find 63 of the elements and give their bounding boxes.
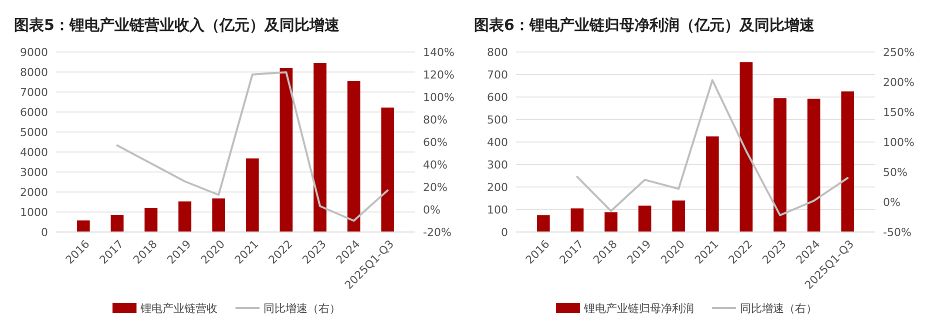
y-tick-label: 5000 (20, 126, 48, 139)
chart-title: 图表6：锂电产业链归母净利润（亿元）及同比增速 (474, 16, 816, 34)
legend-label: 锂电产业链营收 (140, 302, 218, 315)
legend-label: 同比增速（右） (740, 302, 817, 315)
bar (807, 98, 820, 232)
y2-tick-label: 120% (423, 68, 454, 82)
bar (246, 158, 259, 232)
y2-tick-label: 50% (883, 166, 908, 179)
bar (638, 206, 652, 232)
bar (604, 212, 618, 232)
y-tick-label: 9000 (20, 46, 48, 59)
y-tick-label: 800 (487, 46, 508, 59)
y-tick-label: 700 (487, 68, 508, 82)
y-tick-label: 600 (487, 90, 508, 104)
legend-label: 锂电产业链归母净利润 (583, 302, 694, 315)
y-tick-label: 3000 (20, 166, 48, 179)
y-tick-label: 0 (41, 226, 48, 239)
bar (314, 63, 326, 232)
y2-tick-label: 200% (883, 76, 914, 89)
bar (178, 201, 192, 232)
legend-label: 同比增速（右） (264, 302, 340, 315)
y-tick-label: 4000 (20, 146, 48, 159)
y-tick-label: 1000 (20, 206, 48, 219)
bar (110, 215, 124, 232)
bar (280, 68, 293, 232)
y2-tick-label: 0% (423, 203, 440, 216)
y-tick-label: 8000 (20, 66, 48, 79)
bar (740, 62, 753, 232)
chart-title: 图表5：锂电产业链营业收入（亿元）及同比增速 (14, 16, 340, 34)
bar (570, 208, 584, 232)
y2-tick-label: 100% (883, 136, 914, 149)
y-tick-label: 2000 (20, 186, 48, 199)
bar (672, 200, 686, 232)
y-tick-label: 0 (501, 226, 508, 239)
line-series (116, 71, 389, 222)
y2-tick-label: 140% (423, 46, 454, 59)
bar (76, 220, 90, 232)
bar (347, 81, 360, 232)
y2-tick-label: 0% (883, 196, 900, 209)
y-tick-label: 100 (487, 203, 508, 216)
bar (774, 98, 786, 232)
y2-tick-label: 250% (883, 46, 914, 59)
y2-tick-label: -50% (883, 226, 912, 239)
bar (381, 108, 394, 232)
y2-tick-label: 150% (883, 106, 914, 119)
bar (706, 136, 719, 232)
bar (212, 198, 226, 232)
y2-tick-label: -20% (423, 226, 452, 239)
y-tick-label: 6000 (20, 106, 48, 119)
y-tick-label: 400 (487, 136, 508, 149)
y2-tick-label: 40% (423, 158, 448, 172)
bar (841, 91, 854, 232)
y-tick-label: 7000 (20, 86, 48, 99)
line-series (576, 79, 849, 216)
y-tick-label: 200 (487, 180, 508, 194)
y2-tick-label: 80% (423, 113, 448, 126)
y-tick-label: 300 (487, 158, 508, 172)
y2-tick-label: 60% (423, 136, 448, 149)
bar (536, 215, 550, 232)
bar (144, 208, 158, 232)
y-tick-label: 500 (487, 113, 508, 126)
y2-tick-label: 20% (423, 180, 448, 194)
y2-tick-label: 100% (423, 90, 454, 104)
